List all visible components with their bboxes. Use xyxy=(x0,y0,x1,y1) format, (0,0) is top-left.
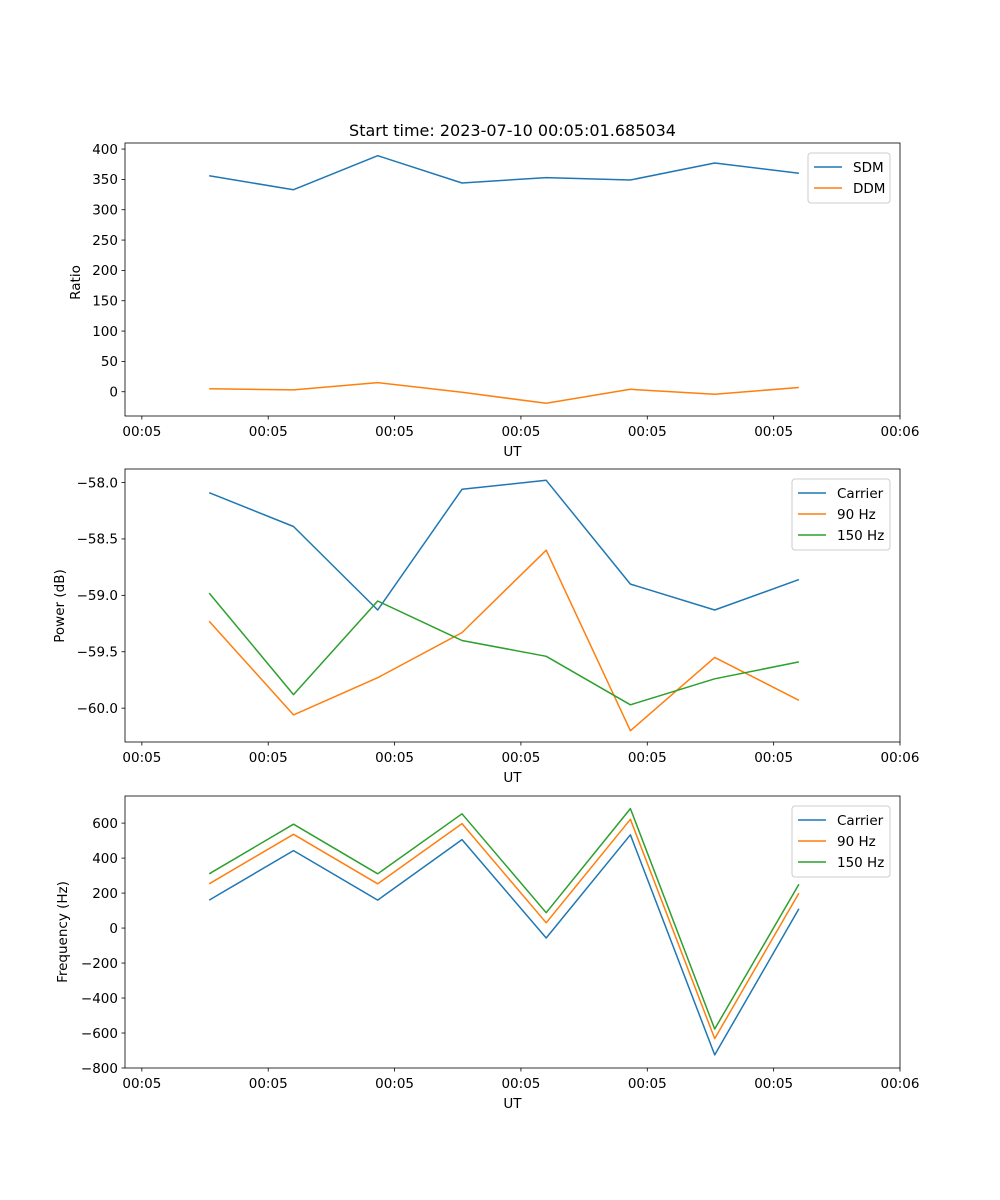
legend-box xyxy=(791,805,891,878)
x-tick-label: 00:05 xyxy=(501,750,540,766)
x-tick-label: 00:05 xyxy=(122,424,161,440)
y-tick-label: 0 xyxy=(109,385,118,401)
x-tick-label: 00:05 xyxy=(249,424,288,440)
panel-power: −60.0 −59.5 −59.0 −58.5 −58.0 00:05 00:05 00:05… xyxy=(52,468,920,786)
panel-frequency: −800 −600 −400 −200 0 200 400 600 00:05 00:05 00:0… xyxy=(55,795,920,1112)
legend: Carrier 90 Hz 150 Hz xyxy=(791,478,891,551)
plot-area: −60.0 −59.5 −59.0 −58.5 −58.0 00:05 00:05 00:05… xyxy=(77,468,920,766)
y-tick-label: 350 xyxy=(92,172,118,188)
legend-label: 90 Hz xyxy=(837,834,876,850)
x-tick-label: 00:05 xyxy=(754,1076,793,1092)
chart-title: Start time: 2023-07-10 00:05:01.685034 xyxy=(349,121,676,140)
legend-box xyxy=(791,478,891,551)
x-tick-label: 00:06 xyxy=(881,1076,920,1092)
legend-box xyxy=(807,152,891,204)
series-line-ddm xyxy=(209,381,799,405)
y-axis-label: Power (dB) xyxy=(52,569,68,642)
legend-label: 150 Hz xyxy=(837,528,884,544)
x-tick-label: 00:05 xyxy=(628,750,667,766)
series-line-150-hz xyxy=(208,592,800,706)
plot-area: −800 −600 −400 −200 0 200 400 600 00:05 00:05 00:0… xyxy=(81,795,920,1092)
y-tick-label: −400 xyxy=(81,991,118,1007)
axes-frame xyxy=(124,468,901,743)
axes-frame xyxy=(124,795,901,1069)
axes-frame xyxy=(124,142,901,417)
y-axis-label: Frequency (Hz) xyxy=(55,881,71,983)
legend-label: 90 Hz xyxy=(837,507,876,523)
y-tick-label: −600 xyxy=(81,1026,118,1042)
x-tick-label: 00:06 xyxy=(881,424,920,440)
x-tick-label: 00:05 xyxy=(628,1076,667,1092)
x-axis-label: UT xyxy=(503,770,522,786)
x-tick-label: 00:05 xyxy=(249,1076,288,1092)
x-tick-label: 00:05 xyxy=(375,1076,414,1092)
y-tick-label: 600 xyxy=(92,816,118,832)
series-line-carrier xyxy=(208,479,800,611)
y-tick-label: −200 xyxy=(81,956,118,972)
x-tick-label: 00:05 xyxy=(754,750,793,766)
x-tick-label: 00:05 xyxy=(754,424,793,440)
x-tick-label: 00:05 xyxy=(375,424,414,440)
legend-label: DDM xyxy=(853,181,885,197)
legend: Carrier 90 Hz 150 Hz xyxy=(791,805,891,878)
y-tick-label: −59.5 xyxy=(77,645,118,661)
x-tick-label: 00:05 xyxy=(249,750,288,766)
y-tick-label: 0 xyxy=(109,921,118,937)
y-axis-label: Ratio xyxy=(68,265,84,300)
x-axis-label: UT xyxy=(503,1096,522,1112)
series-line-150-hz xyxy=(208,807,800,1030)
x-tick-label: 00:05 xyxy=(122,1076,161,1092)
y-tick-label: 400 xyxy=(92,851,118,867)
x-tick-label: 00:05 xyxy=(501,1076,540,1092)
y-tick-label: 300 xyxy=(92,203,118,219)
legend: SDM DDM xyxy=(807,152,891,204)
y-tick-label: −58.5 xyxy=(77,532,118,548)
y-tick-label: 250 xyxy=(92,233,118,249)
y-tick-label: 200 xyxy=(92,263,118,279)
series-line-sdm xyxy=(209,154,799,191)
y-tick-label: −59.0 xyxy=(77,588,118,604)
y-tick-label: 150 xyxy=(92,294,118,310)
legend-label: 150 Hz xyxy=(837,855,884,871)
x-tick-label: 00:05 xyxy=(122,750,161,766)
y-tick-label: 200 xyxy=(92,886,118,902)
y-tick-label: 100 xyxy=(92,324,118,340)
series-line-90-hz xyxy=(208,549,800,732)
legend-label: Carrier xyxy=(837,486,884,502)
plot-area: 0 50 100 150 200 250 300 350 400 00:05 00:05 00:05 0… xyxy=(92,142,919,440)
y-tick-label: 50 xyxy=(101,354,118,370)
y-tick-label: −800 xyxy=(81,1061,118,1077)
y-tick-label: −60.0 xyxy=(77,701,118,717)
x-tick-label: 00:06 xyxy=(881,750,920,766)
y-tick-label: −58.0 xyxy=(77,475,118,491)
panel-ratio: 0 50 100 150 200 250 300 350 400 00:05 00:05 00:05 0… xyxy=(68,142,919,460)
x-tick-label: 00:05 xyxy=(501,424,540,440)
y-tick-label: 400 xyxy=(92,142,118,158)
x-tick-label: 00:05 xyxy=(628,424,667,440)
legend-label: SDM xyxy=(853,160,884,176)
x-axis-label: UT xyxy=(503,444,522,460)
x-tick-label: 00:05 xyxy=(375,750,414,766)
series-line-90-hz xyxy=(208,818,800,1040)
series-line-carrier xyxy=(208,834,800,1056)
legend-label: Carrier xyxy=(837,813,884,829)
